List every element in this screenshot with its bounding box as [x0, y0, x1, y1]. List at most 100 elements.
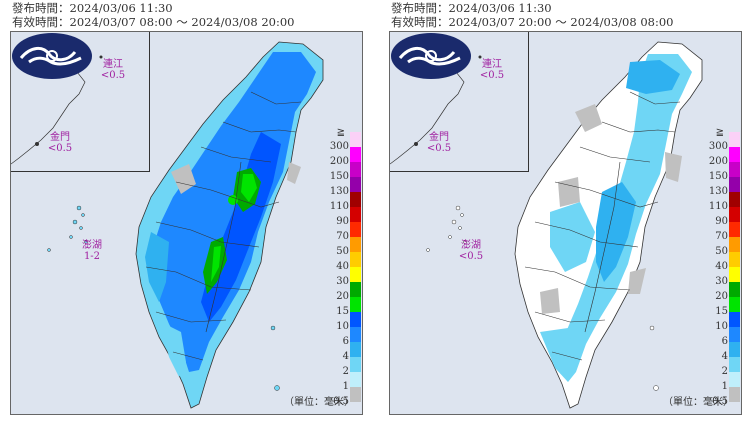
legend-entry: 20: [715, 282, 741, 302]
legend-entry: 2: [720, 357, 741, 377]
legend-label: 0.5: [712, 396, 728, 407]
rain-area-2mm-north: [626, 60, 680, 94]
legend-swatch: [729, 282, 740, 297]
unit-label: （單位：毫米）: [663, 397, 733, 408]
legend-swatch: [350, 237, 361, 252]
legend-label: 15: [715, 306, 728, 317]
legend-label: 2: [342, 366, 349, 377]
legend-entry: 40: [715, 252, 741, 272]
legend-swatch: [350, 177, 361, 192]
legend-entry: 300: [330, 132, 362, 152]
cwa-logo: [12, 33, 92, 79]
penghu-label: 澎湖 <0.5: [458, 240, 484, 262]
legend-label: 200: [708, 156, 728, 167]
legend-label: 0.5: [333, 396, 349, 407]
legend-entry: 15: [715, 297, 741, 317]
legend-label: 50: [336, 246, 349, 257]
legend-swatch: [350, 267, 361, 282]
legend-entry: 150: [709, 162, 741, 182]
legend-label: 30: [336, 276, 349, 287]
legend-swatch: [729, 252, 740, 267]
legend-label: 150: [708, 171, 728, 182]
legend-entry: 2: [341, 357, 362, 377]
legend-swatch: [350, 162, 361, 177]
legend-swatch: [729, 297, 740, 312]
legend-swatch: [350, 312, 361, 327]
rainfall-map: 連江 <0.5 金門 <0.5 澎湖 <0.5 300 200 150 130 110 90 70…: [389, 31, 742, 415]
rain-area-4mm-central: [596, 182, 636, 282]
legend-label: 300: [708, 141, 728, 152]
legend-entry: 1: [720, 372, 741, 392]
legend-entry: 10: [715, 312, 741, 332]
legend-label: 2: [721, 366, 728, 377]
rain-area-trace-1: [171, 164, 196, 194]
legend-swatch: [729, 192, 740, 207]
legend-entry: 20: [336, 282, 362, 302]
legend-entry: 4: [341, 342, 362, 362]
legend-label: 150: [329, 171, 349, 182]
forecast-panel-left: 發布時間：2024/03/06 11:30 有效時間：2024/03/07 08…: [10, 0, 363, 421]
legend-label: 4: [721, 351, 728, 362]
legend-swatch: [729, 357, 740, 372]
legend-swatch: [729, 147, 740, 162]
legend-entry: 150: [330, 162, 362, 182]
green-island: [270, 325, 276, 331]
legend-entry: 1: [341, 372, 362, 392]
legend-swatch: [729, 162, 740, 177]
legend-entry: 90: [336, 207, 362, 227]
legend-swatch: [729, 207, 740, 222]
legend-top-symbol: ≧: [336, 127, 345, 138]
orchid-island: [274, 385, 280, 391]
legend-entry: 6: [720, 327, 741, 347]
legend-swatch: [729, 267, 740, 282]
legend-swatch: [350, 282, 361, 297]
legend-top-symbol: ≧: [715, 127, 724, 138]
legend-swatch: [350, 252, 361, 267]
legend-label: 1: [721, 381, 728, 392]
rain-area-trace-5: [540, 288, 560, 314]
legend-entry: 50: [715, 237, 741, 257]
legend-label: 130: [329, 186, 349, 197]
legend-label: 90: [715, 216, 728, 227]
orchid-island: [653, 385, 659, 391]
issue-time: 發布時間：2024/03/06 11:30: [391, 1, 552, 15]
legend-label: 20: [336, 291, 349, 302]
legend-label: 40: [336, 261, 349, 272]
county-borders: [145, 91, 302, 361]
forecast-panel-right: 發布時間：2024/03/06 11:30 有效時間：2024/03/07 20…: [389, 0, 742, 421]
kinmen-dot: [35, 142, 39, 146]
legend-swatch: [350, 297, 361, 312]
legend-entry: 15: [336, 297, 362, 317]
legend-entry: 110: [330, 192, 362, 212]
cwa-logo: [391, 33, 471, 79]
legend-entry: 200: [709, 147, 741, 167]
legend-label: 110: [708, 201, 728, 212]
legend-swatch: [729, 237, 740, 252]
legend-swatch: [350, 147, 361, 162]
legend-label: 70: [715, 231, 728, 242]
legend-entry: 130: [709, 177, 741, 197]
legend-label: 4: [342, 351, 349, 362]
penghu-islands: [47, 205, 88, 252]
legend-label: 6: [721, 336, 728, 347]
legend-swatch: [350, 207, 361, 222]
legend-entry: 10: [336, 312, 362, 332]
legend-swatch: [350, 327, 361, 342]
legend-entry: 30: [336, 267, 362, 287]
legend-entry: 110: [709, 192, 741, 212]
legend-swatch: [729, 387, 740, 402]
legend-label: 130: [708, 186, 728, 197]
matsu-label: 連江 <0.5: [100, 59, 126, 81]
legend-label: 10: [715, 321, 728, 332]
taiwan-rainfall-svg: [426, 41, 703, 409]
taiwan-rainfall-svg: [47, 41, 324, 409]
legend-entry: 70: [336, 222, 362, 242]
legend-entry: 50: [336, 237, 362, 257]
legend-entry: 200: [330, 147, 362, 167]
legend-swatch: [350, 132, 361, 147]
legend-entry: 6: [341, 327, 362, 347]
legend-label: 15: [336, 306, 349, 317]
rain-area-10mm: [201, 132, 281, 322]
legend-entry: 0.5: [712, 387, 741, 407]
legend-swatch: [729, 177, 740, 192]
